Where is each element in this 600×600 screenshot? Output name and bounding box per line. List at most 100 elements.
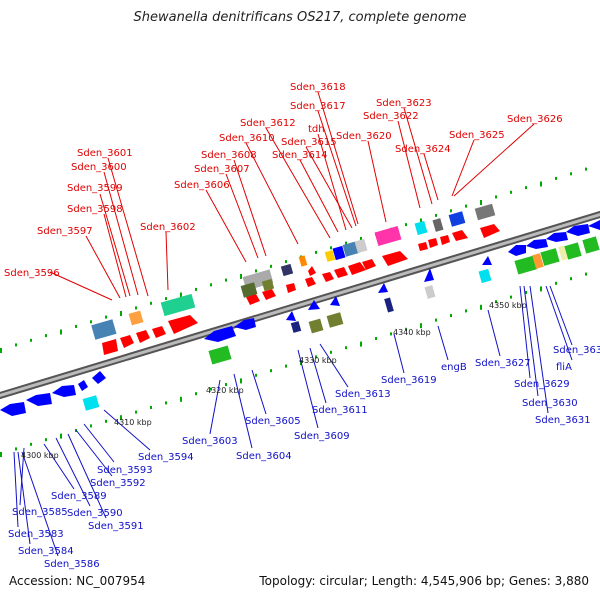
gene-box[interactable]: [478, 268, 492, 284]
gene-label[interactable]: Sden_3614: [272, 150, 328, 161]
gene-arrow-forward[interactable]: [428, 238, 438, 248]
gene-label[interactable]: Sden_3623: [376, 98, 432, 109]
gene-arrow-reverse[interactable]: [92, 371, 106, 384]
gene-arrow-reverse[interactable]: [378, 283, 388, 293]
gene-box[interactable]: [261, 278, 275, 292]
gene-arrow-forward[interactable]: [334, 267, 348, 278]
gene-label[interactable]: Sden_3596: [4, 268, 60, 279]
gene-label[interactable]: Sden_3605: [245, 416, 301, 427]
gene-box[interactable]: [308, 318, 324, 334]
gene-label[interactable]: Sden_3590: [67, 508, 123, 519]
gene-box[interactable]: [290, 321, 302, 333]
gene-box[interactable]: [384, 297, 394, 313]
gene-box[interactable]: [448, 211, 466, 227]
gene-arrow-reverse[interactable]: [52, 385, 76, 397]
gene-label[interactable]: Sden_3622: [363, 111, 419, 122]
gene-arrow-forward[interactable]: [452, 230, 468, 241]
gene-label[interactable]: Sden_3620: [336, 131, 392, 142]
gene-label[interactable]: Sden_3599: [67, 183, 123, 194]
gene-label[interactable]: Sden_3617: [290, 101, 346, 112]
gene-arrow-forward[interactable]: [362, 259, 376, 270]
gene-label[interactable]: Sden_3619: [381, 375, 437, 386]
gene-arrow-reverse[interactable]: [566, 224, 590, 236]
gene-arrow-reverse[interactable]: [204, 326, 236, 342]
gene-label[interactable]: Sden_3618: [290, 82, 346, 93]
gene-arrow-forward[interactable]: [168, 315, 198, 334]
gene-arrow-reverse[interactable]: [508, 245, 526, 256]
gene-label[interactable]: Sden_3627: [475, 358, 531, 369]
gene-arrow-forward[interactable]: [322, 272, 334, 282]
gene-label[interactable]: engB: [441, 362, 467, 373]
gene-box[interactable]: [354, 238, 368, 254]
gene-arrow-reverse[interactable]: [424, 268, 434, 282]
gene-arrow-reverse[interactable]: [78, 380, 88, 391]
gene-arrow-forward[interactable]: [308, 266, 316, 276]
gene-box[interactable]: [474, 203, 496, 221]
gene-box[interactable]: [514, 255, 538, 275]
gene-arrow-forward[interactable]: [305, 277, 316, 287]
gene-label[interactable]: Sden_3601: [77, 148, 133, 159]
gene-box[interactable]: [332, 245, 346, 261]
gene-label[interactable]: Sden_3613: [335, 389, 391, 400]
gene-label[interactable]: Sden_3589: [51, 491, 107, 502]
gene-arrow-forward[interactable]: [136, 330, 150, 343]
gene-box[interactable]: [82, 395, 100, 411]
gene-label[interactable]: tdh: [308, 124, 325, 135]
gene-label[interactable]: Sden_3612: [240, 118, 296, 129]
gene-label[interactable]: Sden_3629: [514, 379, 570, 390]
gene-arrow-forward[interactable]: [246, 294, 260, 305]
gene-arrow-reverse[interactable]: [546, 232, 568, 242]
gene-arrow-forward[interactable]: [102, 339, 118, 355]
gene-label[interactable]: Sden_3584: [18, 546, 74, 557]
gene-label[interactable]: Sden_3600: [71, 162, 127, 173]
gene-arrow-forward[interactable]: [152, 326, 166, 338]
gene-box[interactable]: [582, 236, 600, 254]
gene-box[interactable]: [342, 241, 360, 257]
gene-arrow-reverse[interactable]: [526, 239, 548, 249]
gene-arrow-forward[interactable]: [480, 224, 500, 238]
gene-box[interactable]: [240, 282, 258, 298]
gene-box[interactable]: [432, 218, 444, 232]
gene-label[interactable]: Sden_3624: [395, 144, 451, 155]
gene-label[interactable]: Sden_3607: [194, 164, 250, 175]
gene-box[interactable]: [424, 285, 436, 299]
gene-label[interactable]: Sden_3602: [140, 222, 196, 233]
gene-arrow-reverse[interactable]: [588, 220, 600, 230]
gene-arrow-forward[interactable]: [120, 335, 134, 348]
gene-arrow-forward[interactable]: [418, 242, 428, 251]
gene-label[interactable]: Sden_3586: [44, 559, 100, 570]
gene-box[interactable]: [374, 225, 402, 247]
gene-arrow-reverse[interactable]: [286, 311, 296, 321]
gene-arrow-reverse[interactable]: [26, 393, 52, 406]
gene-label[interactable]: Sden_3608: [201, 150, 257, 161]
gene-arrow-reverse[interactable]: [330, 296, 340, 306]
gene-box[interactable]: [324, 250, 336, 262]
gene-box[interactable]: [532, 253, 544, 269]
gene-arrow-forward[interactable]: [348, 262, 366, 275]
gene-label[interactable]: Sden_3585: [12, 507, 68, 518]
gene-box[interactable]: [160, 293, 196, 317]
gene-label[interactable]: fliA: [556, 362, 572, 373]
gene-box[interactable]: [558, 245, 568, 261]
gene-arrow-forward[interactable]: [440, 235, 450, 245]
gene-label[interactable]: Sden_3626: [507, 114, 563, 125]
gene-arrow-forward[interactable]: [382, 251, 408, 266]
gene-box[interactable]: [298, 255, 308, 267]
gene-box[interactable]: [326, 312, 344, 328]
gene-arrow-reverse[interactable]: [308, 300, 320, 310]
gene-label[interactable]: Sden_3615: [281, 137, 337, 148]
gene-arrow-forward[interactable]: [286, 283, 296, 293]
gene-box[interactable]: [414, 220, 428, 236]
gene-label[interactable]: Sden_3594: [138, 452, 194, 463]
gene-label[interactable]: Sden_3604: [236, 451, 292, 462]
gene-label[interactable]: Sden_3591: [88, 521, 144, 532]
gene-box[interactable]: [564, 242, 582, 260]
gene-label[interactable]: Sden_3631: [535, 415, 591, 426]
gene-box[interactable]: [91, 319, 117, 340]
gene-label[interactable]: Sden_3625: [449, 130, 505, 141]
gene-label[interactable]: Sden_3597: [37, 226, 93, 237]
gene-arrow-reverse[interactable]: [234, 318, 256, 330]
gene-label[interactable]: Sden_3610: [219, 133, 275, 144]
gene-box[interactable]: [208, 345, 232, 365]
gene-label[interactable]: Sden_3630: [522, 398, 578, 409]
